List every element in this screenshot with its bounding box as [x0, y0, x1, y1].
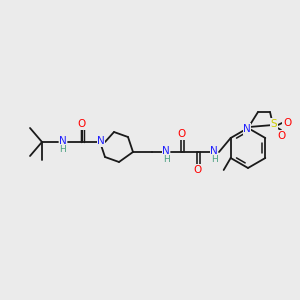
- Text: N: N: [59, 136, 67, 146]
- Text: N: N: [59, 136, 67, 146]
- Text: O: O: [277, 131, 285, 141]
- Text: O: O: [78, 119, 86, 129]
- Text: N: N: [210, 146, 218, 156]
- Text: H: H: [163, 155, 170, 164]
- Text: S: S: [271, 119, 277, 129]
- Text: O: O: [178, 129, 186, 139]
- Text: O: O: [194, 165, 202, 175]
- Text: O: O: [277, 131, 285, 141]
- Text: O: O: [283, 118, 291, 128]
- Text: O: O: [78, 119, 86, 129]
- Text: S: S: [271, 119, 277, 129]
- Text: N: N: [97, 136, 105, 146]
- Text: H: H: [60, 145, 66, 154]
- Text: N: N: [210, 146, 218, 156]
- Text: N: N: [162, 146, 170, 156]
- Text: O: O: [178, 129, 186, 139]
- Text: N: N: [243, 124, 251, 134]
- Text: H: H: [211, 155, 218, 164]
- Text: O: O: [194, 165, 202, 175]
- Text: N: N: [162, 146, 170, 156]
- Text: H: H: [163, 155, 170, 164]
- Text: N: N: [97, 136, 105, 146]
- Text: O: O: [283, 118, 291, 128]
- Text: H: H: [60, 145, 66, 154]
- Text: N: N: [243, 124, 251, 134]
- Text: H: H: [211, 155, 218, 164]
